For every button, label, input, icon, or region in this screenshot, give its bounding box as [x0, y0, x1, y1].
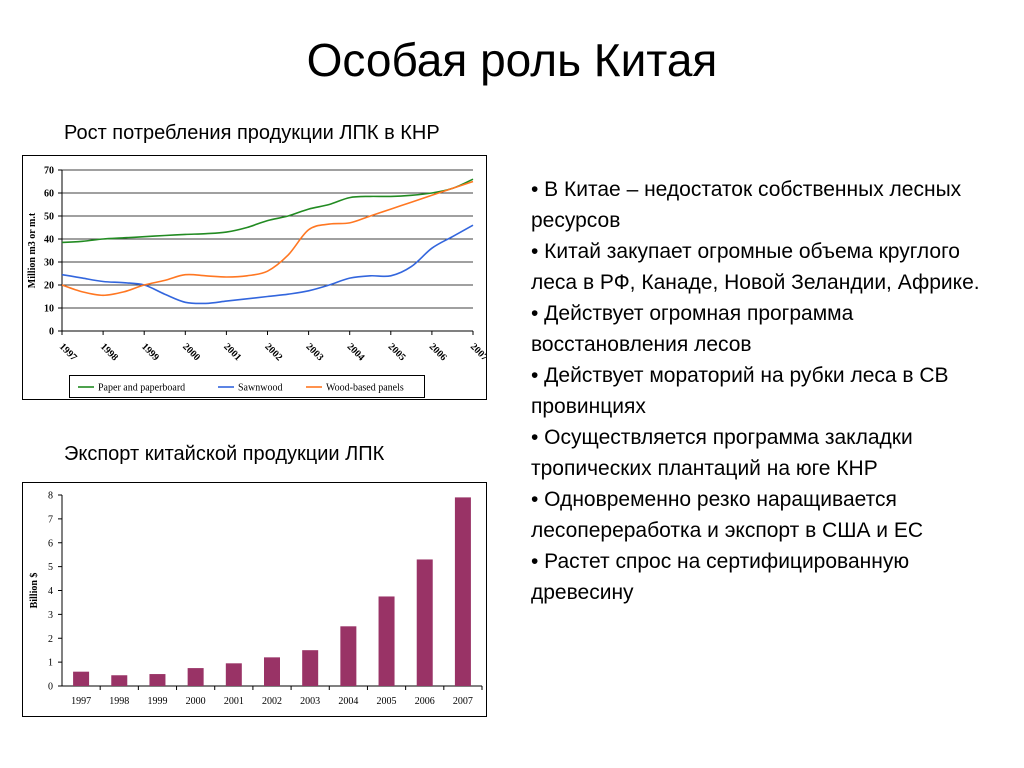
y-tick-label: 1: [48, 658, 53, 669]
y-tick-label: 40: [44, 235, 54, 246]
consumption-chart-heading: Рост потребления продукции ЛПК в КНР: [64, 122, 440, 144]
x-tick-label: 1997: [71, 696, 91, 707]
series-line: [61, 180, 474, 297]
y-tick-label: 7: [48, 514, 53, 525]
bullet-item: • В Китае – недостаток собственных лесны…: [531, 178, 962, 232]
bar: [264, 657, 280, 686]
bar: [302, 650, 319, 686]
bar: [340, 626, 357, 686]
bullet-item: • Китай закупает огромные объема круглог…: [531, 240, 980, 294]
y-tick-label: 20: [44, 281, 54, 292]
x-tick-label: 2000: [186, 696, 206, 707]
bar: [187, 668, 204, 686]
bullet-item: • Осуществляется программа закладки троп…: [531, 426, 913, 480]
x-tick-label: 1999: [147, 696, 167, 707]
y-tick-label: 2: [48, 634, 53, 645]
x-tick-label: 1998: [109, 696, 129, 707]
y-axis-label: Million m3 or m.t: [27, 212, 38, 288]
y-tick-label: 30: [44, 258, 54, 269]
x-tick-label: 2005: [377, 696, 397, 707]
y-tick-label: 70: [44, 166, 54, 177]
bar: [111, 675, 128, 686]
bar: [149, 674, 166, 686]
y-tick-label: 10: [44, 304, 54, 315]
series-line: [61, 224, 474, 305]
legend: [69, 375, 425, 398]
export-bar-chart: 0 1 2 3 4 5 6 7 8 1997 1998 1999 2000 2001 2002 2003 200…: [22, 482, 487, 717]
y-tick-label: 0: [48, 682, 53, 693]
series-line: [61, 178, 474, 244]
y-tick-label: 4: [48, 586, 53, 597]
y-tick-label: 50: [44, 212, 54, 223]
bullet-item: • Действует мораторий на рубки леса в СВ…: [531, 364, 949, 418]
y-tick-label: 5: [48, 562, 53, 573]
y-tick-label: 8: [48, 491, 53, 502]
x-tick-label: 2002: [262, 696, 282, 707]
y-axis-label: Billion $: [29, 573, 40, 609]
export-chart-heading: Экспорт китайской продукции ЛПК: [64, 443, 385, 465]
bullet-list: • В Китае – недостаток собственных лесны…: [531, 174, 1001, 608]
chart-frame: [22, 482, 487, 717]
chart-frame: [22, 155, 487, 400]
x-tick-label: 2001: [224, 696, 244, 707]
y-tick-label: 3: [48, 610, 53, 621]
bullet-item: • Действует огромная программа восстанов…: [531, 302, 854, 356]
bar: [416, 559, 433, 686]
bar: [378, 596, 395, 686]
y-tick-label: 6: [48, 538, 53, 549]
legend-label: Paper and paperboard: [98, 383, 185, 394]
bar: [225, 663, 242, 686]
bullet-item: • Растет спрос на сертифицированную древ…: [531, 550, 910, 604]
legend-label: Wood-based panels: [326, 383, 404, 394]
bullet-item: • Одновременно резко наращивается лесопе…: [531, 488, 924, 542]
slide-title: Особая роль Китая: [306, 34, 718, 86]
y-tick-label: 0: [49, 327, 54, 338]
x-tick-label: 2007: [453, 696, 473, 707]
bar: [454, 497, 471, 686]
x-tick-label: 2004: [338, 696, 358, 707]
x-tick-label: 2003: [300, 696, 320, 707]
x-tick-label: 2006: [415, 696, 435, 707]
legend-label: Sawnwood: [238, 383, 282, 394]
y-tick-label: 60: [44, 189, 54, 200]
bar: [73, 671, 90, 686]
